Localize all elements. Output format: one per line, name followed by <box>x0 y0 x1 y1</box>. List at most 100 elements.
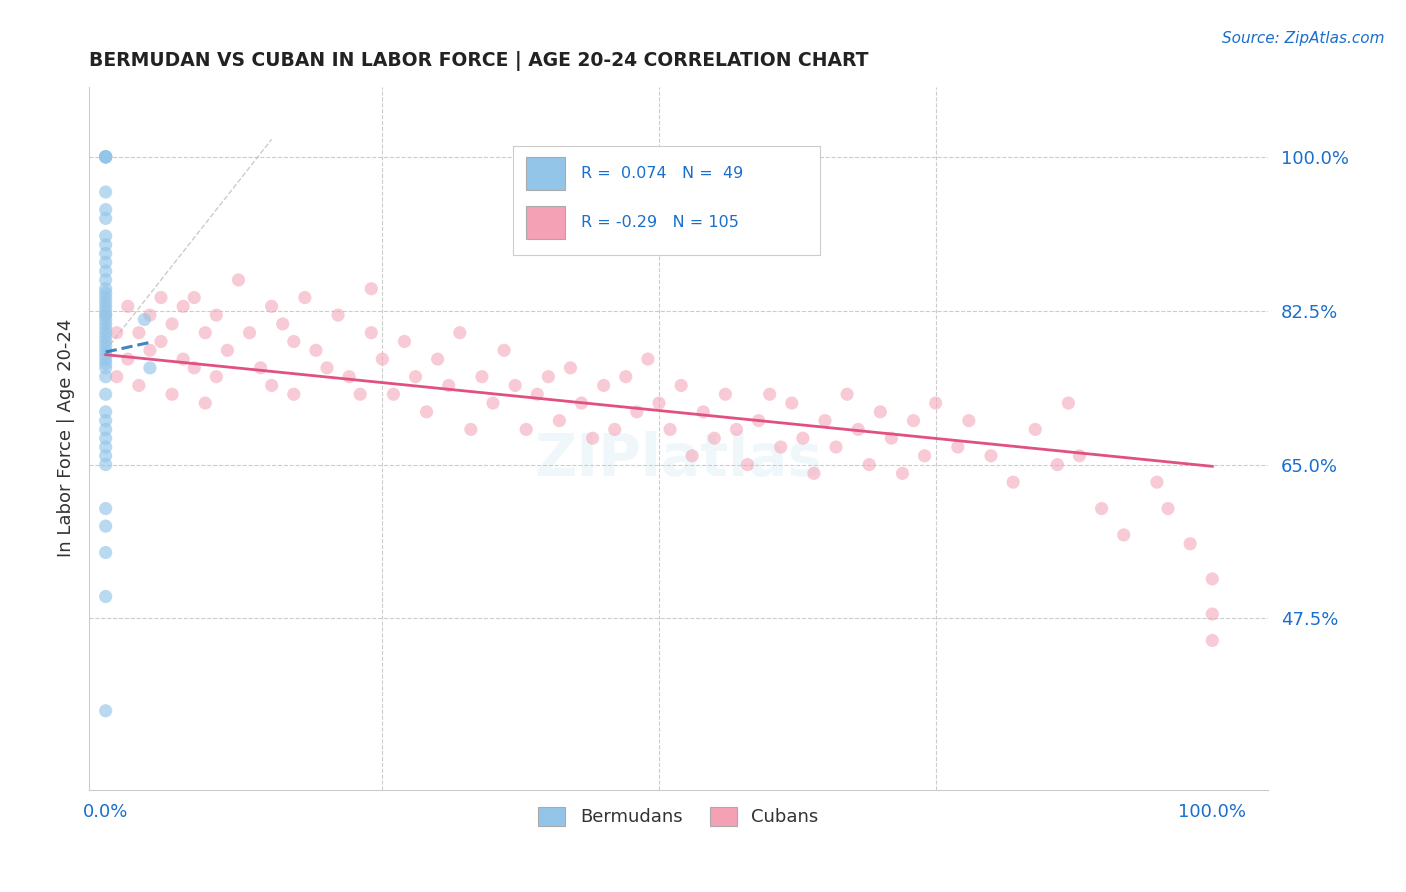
Point <box>814 414 837 428</box>
Point <box>134 312 156 326</box>
Point <box>94 308 117 322</box>
Point <box>94 590 117 604</box>
Point <box>1046 458 1069 472</box>
Point <box>360 282 382 296</box>
Point <box>160 317 183 331</box>
Text: Source: ZipAtlas.com: Source: ZipAtlas.com <box>1222 31 1385 46</box>
Point <box>349 387 371 401</box>
Point <box>94 449 117 463</box>
Point <box>128 326 150 340</box>
Point <box>283 387 305 401</box>
Point <box>94 414 117 428</box>
Point <box>260 378 283 392</box>
Point <box>494 343 516 358</box>
Point <box>205 308 228 322</box>
Point <box>128 378 150 392</box>
Point <box>681 449 703 463</box>
Point <box>94 312 117 326</box>
Point <box>326 308 349 322</box>
Point <box>94 334 117 349</box>
Point <box>271 317 294 331</box>
Point <box>305 343 328 358</box>
Point <box>858 458 880 472</box>
Point <box>460 422 482 436</box>
Point <box>94 440 117 454</box>
Point <box>139 343 162 358</box>
Point <box>94 150 117 164</box>
Point <box>1069 449 1091 463</box>
Point <box>1112 528 1135 542</box>
Point <box>183 360 205 375</box>
Text: ZIPlatlas: ZIPlatlas <box>534 431 823 488</box>
Point <box>94 501 117 516</box>
Point <box>548 414 571 428</box>
Point <box>437 378 460 392</box>
Point <box>560 360 582 375</box>
Y-axis label: In Labor Force | Age 20-24: In Labor Force | Age 20-24 <box>58 319 75 558</box>
Point <box>426 352 449 367</box>
Point <box>449 326 471 340</box>
Point <box>803 467 825 481</box>
Point <box>957 414 980 428</box>
Point <box>217 343 239 358</box>
Point <box>880 431 903 445</box>
Point <box>94 422 117 436</box>
Point <box>626 405 648 419</box>
Point <box>703 431 725 445</box>
Point <box>980 449 1002 463</box>
Point <box>758 387 780 401</box>
Point <box>94 343 117 358</box>
Point <box>94 431 117 445</box>
Point <box>94 458 117 472</box>
Point <box>835 387 858 401</box>
Point <box>846 422 869 436</box>
Point <box>371 352 394 367</box>
Point <box>415 405 437 419</box>
Point <box>1024 422 1046 436</box>
Point <box>94 330 117 344</box>
Point <box>316 360 339 375</box>
Point <box>1002 475 1025 490</box>
Point <box>924 396 946 410</box>
Point <box>659 422 682 436</box>
Point <box>117 299 139 313</box>
Point <box>1201 607 1223 621</box>
Point <box>869 405 891 419</box>
Point <box>94 308 117 322</box>
Point <box>946 440 969 454</box>
Point <box>503 378 526 392</box>
Point <box>394 334 416 349</box>
Point <box>94 356 117 370</box>
Point <box>160 387 183 401</box>
Point <box>172 299 194 313</box>
Point <box>825 440 848 454</box>
Point <box>139 360 162 375</box>
Point <box>94 150 117 164</box>
Point <box>94 150 117 164</box>
Point <box>205 369 228 384</box>
Point <box>194 396 217 410</box>
Point <box>914 449 936 463</box>
Point <box>94 348 117 362</box>
Point <box>105 326 128 340</box>
Point <box>648 396 671 410</box>
Point <box>183 291 205 305</box>
Point <box>526 387 548 401</box>
Point <box>94 326 117 340</box>
Point <box>94 264 117 278</box>
Point <box>260 299 283 313</box>
Point <box>537 369 560 384</box>
Point <box>515 422 537 436</box>
Point <box>780 396 803 410</box>
Point <box>1146 475 1168 490</box>
Point <box>150 291 173 305</box>
Point <box>1201 633 1223 648</box>
Point <box>94 150 117 164</box>
Point <box>94 185 117 199</box>
Point <box>637 352 659 367</box>
Point <box>737 458 759 472</box>
Point <box>1157 501 1180 516</box>
Point <box>294 291 316 305</box>
Point <box>94 202 117 217</box>
Point <box>94 303 117 318</box>
